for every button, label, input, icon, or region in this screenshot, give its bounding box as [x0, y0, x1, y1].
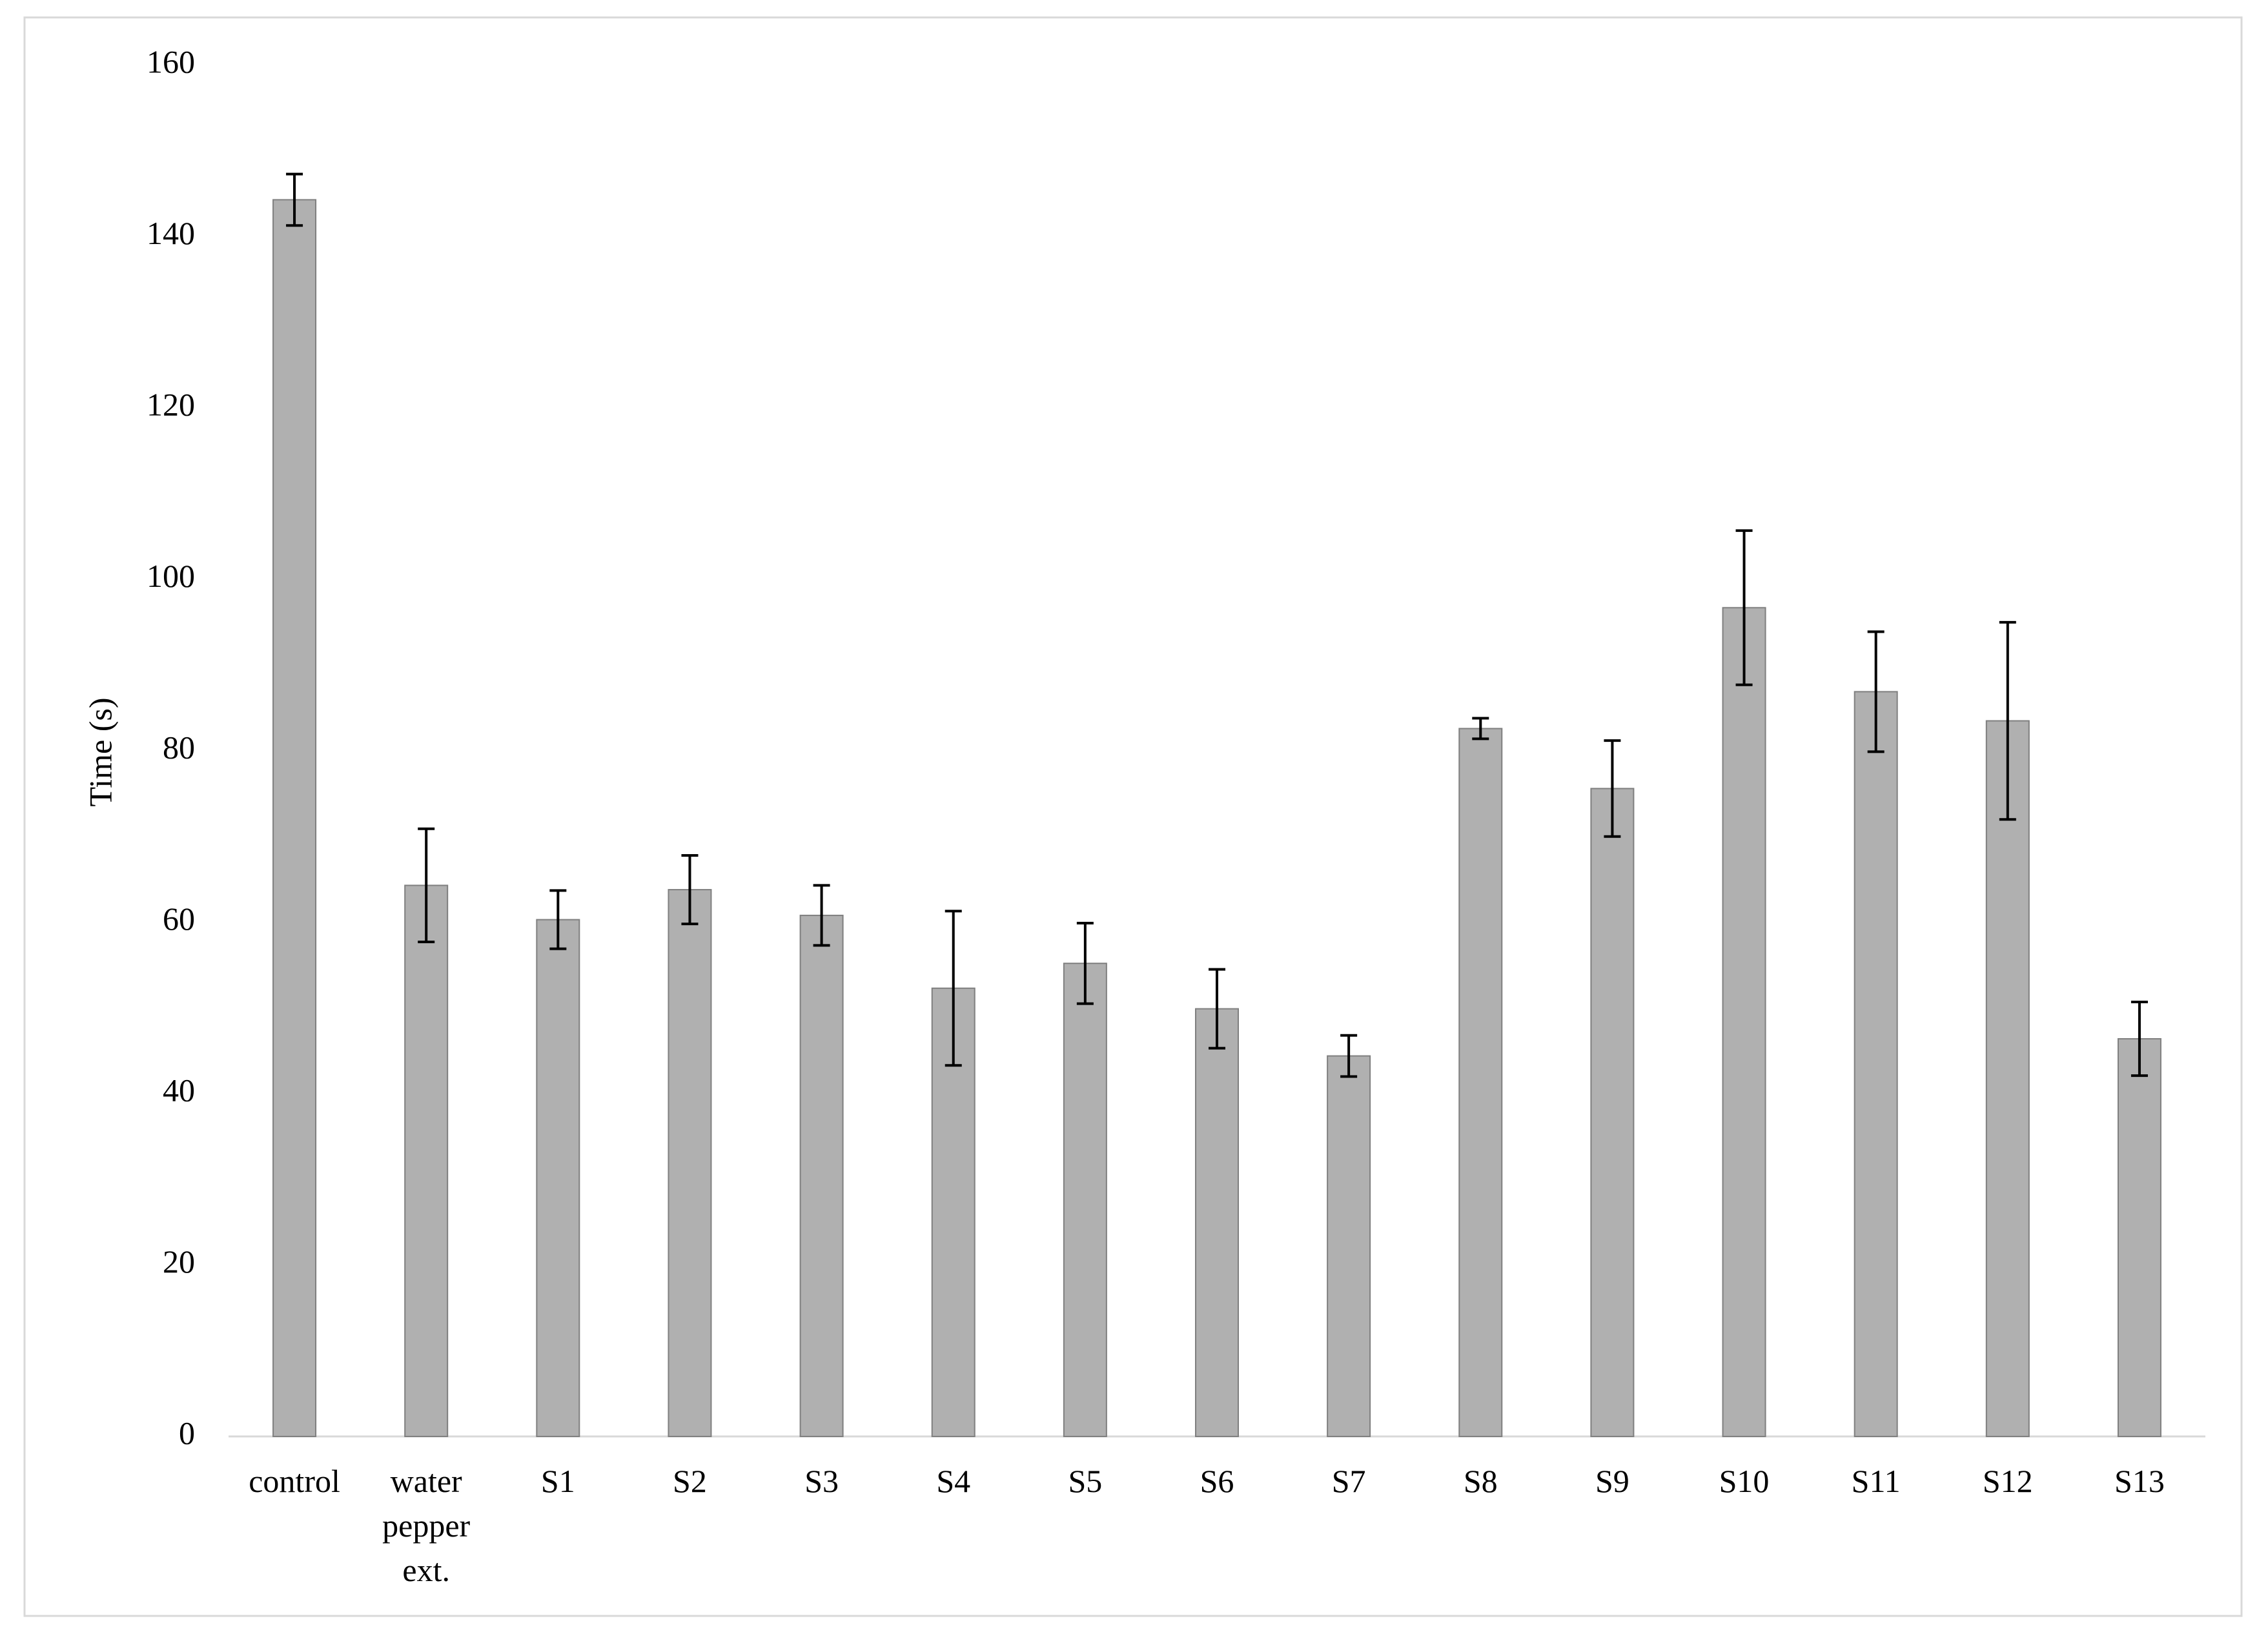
- y-axis-label: Time (s): [82, 697, 118, 806]
- x-tick-label: S10: [1719, 1463, 1770, 1499]
- x-tick-label: control: [249, 1463, 340, 1499]
- error-bar: [1472, 717, 1489, 740]
- error-bar: [549, 889, 567, 950]
- bar: [1458, 728, 1503, 1437]
- error-bar: [681, 853, 699, 926]
- bar: [536, 919, 580, 1437]
- y-tick-label: 0: [179, 1414, 195, 1451]
- bar: [1063, 963, 1107, 1437]
- bar: [1854, 691, 1898, 1437]
- error-bar: [1076, 921, 1094, 1005]
- x-tick-label: S2: [673, 1463, 707, 1499]
- bar: [1985, 720, 2030, 1437]
- bar: [1722, 607, 1766, 1437]
- x-tick-label: S9: [1595, 1463, 1629, 1499]
- y-tick-label: 140: [147, 215, 195, 251]
- x-tick-label: S11: [1851, 1463, 1901, 1499]
- bar: [2117, 1038, 2161, 1438]
- x-tick-label: S8: [1463, 1463, 1498, 1499]
- error-bar: [1604, 739, 1621, 838]
- bar: [1590, 788, 1635, 1438]
- y-tick-label: 40: [163, 1072, 195, 1108]
- y-tick-label: 60: [163, 901, 195, 937]
- bar: [799, 914, 844, 1437]
- bar: [931, 987, 976, 1437]
- error-bar: [2130, 1000, 2148, 1077]
- x-tick-label: S12: [1982, 1463, 2033, 1499]
- error-bar: [1340, 1034, 1358, 1078]
- x-tick-label: S6: [1200, 1463, 1234, 1499]
- y-tick-label: 160: [147, 43, 195, 79]
- y-tick-label: 80: [163, 729, 195, 765]
- error-bar: [286, 172, 303, 227]
- x-tick-label: water pepper ext.: [382, 1463, 471, 1588]
- y-tick-label: 20: [163, 1243, 195, 1280]
- bar: [1327, 1055, 1371, 1437]
- bar: [1195, 1008, 1239, 1437]
- x-tick-label: S13: [2114, 1463, 2165, 1499]
- x-tick-label: S7: [1331, 1463, 1366, 1499]
- error-bar: [1867, 630, 1885, 753]
- x-tick-label: S5: [1068, 1463, 1103, 1499]
- error-bar: [945, 910, 962, 1067]
- bar: [272, 199, 317, 1438]
- x-tick-label: S4: [936, 1463, 971, 1499]
- bar: [668, 889, 712, 1438]
- y-tick-label: 120: [147, 386, 195, 422]
- error-bar: [1209, 968, 1225, 1050]
- chart-frame: [23, 16, 2243, 1617]
- error-bar: [813, 884, 830, 947]
- error-bar: [418, 827, 435, 944]
- x-tick-label: S1: [540, 1463, 575, 1499]
- error-bar: [1999, 620, 2016, 821]
- error-bar: [1735, 529, 1753, 686]
- y-tick-label: 100: [147, 558, 195, 594]
- bar: [404, 884, 449, 1437]
- x-tick-label: S3: [804, 1463, 839, 1499]
